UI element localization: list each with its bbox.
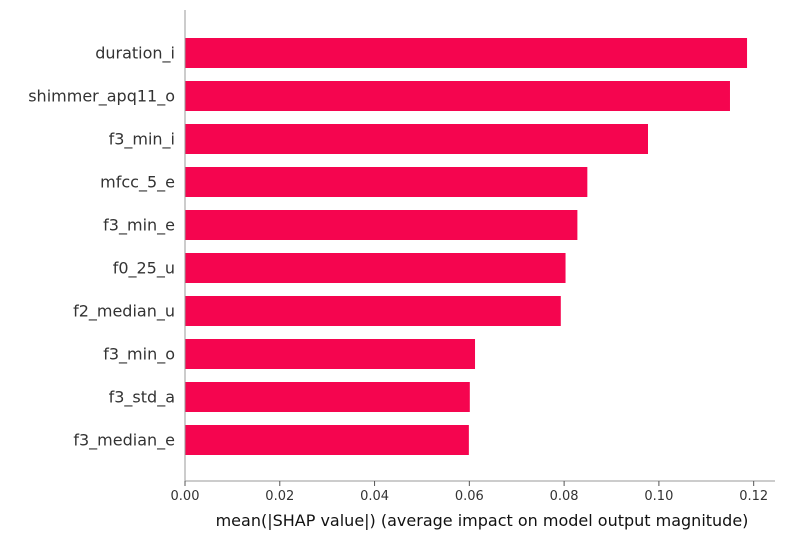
x-tick-label: 0.10 [644,489,673,504]
category-label-f3_min_i: f3_min_i [109,130,175,150]
category-label-f2_median_u: f2_median_u [73,302,175,322]
x-tick-label: 0.00 [171,489,200,504]
x-tick-label: 0.08 [550,489,579,504]
bar-f2_median_u [185,296,561,326]
axes-layer [184,10,775,482]
category-label-mfcc_5_e: mfcc_5_e [100,173,175,193]
x-tick-label: 0.04 [360,489,389,504]
category-label-duration_i: duration_i [95,44,175,64]
bar-f3_min_o [185,339,476,369]
x-tick-label: 0.06 [455,489,484,504]
category-label-f3_std_a: f3_std_a [109,388,175,408]
x-tick-label: 0.12 [739,489,768,504]
bar-f3_min_i [185,124,648,154]
bar-f0_25_u [185,253,566,283]
bar-duration_i [185,38,748,68]
y-tick-labels: duration_i shimmer_apq11_o f3_min_i mfcc_5_… [28,44,175,451]
bar-shimmer_apq11_o [185,81,730,111]
bar-mfcc_5_e [185,167,588,197]
category-label-f3_min_o: f3_min_o [103,345,175,365]
bar-f3_median_e [185,425,469,455]
bar-f3_min_e [185,210,578,240]
x-tick-label: 0.02 [265,489,294,504]
category-label-f0_25_u: f0_25_u [113,259,175,279]
bar-f3_std_a [185,382,470,412]
category-label-f3_min_e: f3_min_e [103,216,175,236]
bars-layer [185,38,748,455]
category-label-shimmer_apq11_o: shimmer_apq11_o [28,87,175,107]
category-label-f3_median_e: f3_median_e [73,431,175,451]
x-axis-title: mean(|SHAP value|) (average impact on mo… [216,511,749,530]
x-tick-labels: 0.00 0.02 0.04 0.06 0.08 0.10 0.12 [171,481,768,504]
